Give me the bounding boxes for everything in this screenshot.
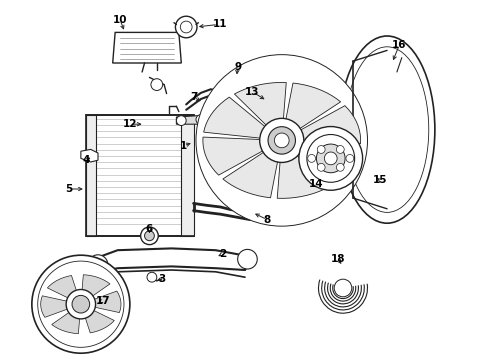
Text: 18: 18	[331, 254, 345, 264]
Polygon shape	[285, 83, 341, 131]
Polygon shape	[86, 115, 96, 236]
Polygon shape	[181, 115, 194, 236]
Polygon shape	[92, 291, 121, 312]
Text: 16: 16	[392, 40, 407, 50]
Circle shape	[260, 118, 304, 162]
Text: 1: 1	[180, 141, 187, 151]
Polygon shape	[113, 32, 181, 63]
Circle shape	[66, 289, 96, 319]
Text: 2: 2	[220, 249, 226, 259]
Text: 7: 7	[190, 92, 197, 102]
Circle shape	[151, 79, 163, 90]
Ellipse shape	[340, 36, 435, 223]
Text: 3: 3	[158, 274, 165, 284]
Circle shape	[147, 272, 157, 282]
Text: 15: 15	[372, 175, 387, 185]
Text: 14: 14	[309, 179, 323, 189]
Polygon shape	[84, 309, 114, 333]
Text: 11: 11	[213, 19, 228, 30]
Text: 12: 12	[122, 119, 137, 129]
Circle shape	[38, 261, 124, 347]
Circle shape	[307, 135, 355, 182]
Circle shape	[141, 227, 158, 245]
Circle shape	[32, 255, 130, 353]
Circle shape	[336, 145, 344, 153]
Polygon shape	[82, 275, 110, 298]
Polygon shape	[176, 115, 216, 124]
Circle shape	[175, 16, 197, 38]
Polygon shape	[81, 149, 98, 162]
Polygon shape	[297, 106, 361, 144]
Text: 13: 13	[245, 87, 260, 97]
Circle shape	[299, 127, 363, 190]
Circle shape	[176, 116, 186, 126]
Polygon shape	[52, 310, 80, 334]
Circle shape	[346, 154, 354, 162]
Polygon shape	[295, 143, 360, 184]
Polygon shape	[277, 152, 329, 198]
Circle shape	[318, 145, 325, 153]
Circle shape	[145, 231, 154, 241]
Circle shape	[318, 163, 325, 171]
Ellipse shape	[345, 47, 429, 212]
Text: 17: 17	[96, 296, 110, 306]
Circle shape	[268, 127, 295, 154]
Text: 8: 8	[264, 215, 270, 225]
Circle shape	[317, 144, 345, 173]
Polygon shape	[204, 97, 269, 138]
Circle shape	[72, 295, 90, 313]
Polygon shape	[41, 296, 70, 318]
Text: 6: 6	[146, 224, 153, 234]
Circle shape	[308, 154, 316, 162]
Circle shape	[196, 55, 368, 226]
Polygon shape	[223, 150, 279, 198]
Text: 5: 5	[65, 184, 72, 194]
Polygon shape	[86, 115, 194, 236]
Text: 10: 10	[113, 15, 127, 25]
Circle shape	[196, 114, 206, 125]
Circle shape	[274, 133, 289, 148]
Circle shape	[336, 163, 344, 171]
Circle shape	[238, 249, 257, 269]
Circle shape	[324, 152, 337, 165]
Polygon shape	[203, 137, 266, 175]
Polygon shape	[48, 275, 78, 299]
Text: 9: 9	[234, 62, 241, 72]
Text: 4: 4	[82, 155, 90, 165]
Polygon shape	[235, 82, 286, 129]
Circle shape	[180, 21, 192, 33]
Circle shape	[334, 279, 352, 297]
Circle shape	[88, 255, 108, 274]
